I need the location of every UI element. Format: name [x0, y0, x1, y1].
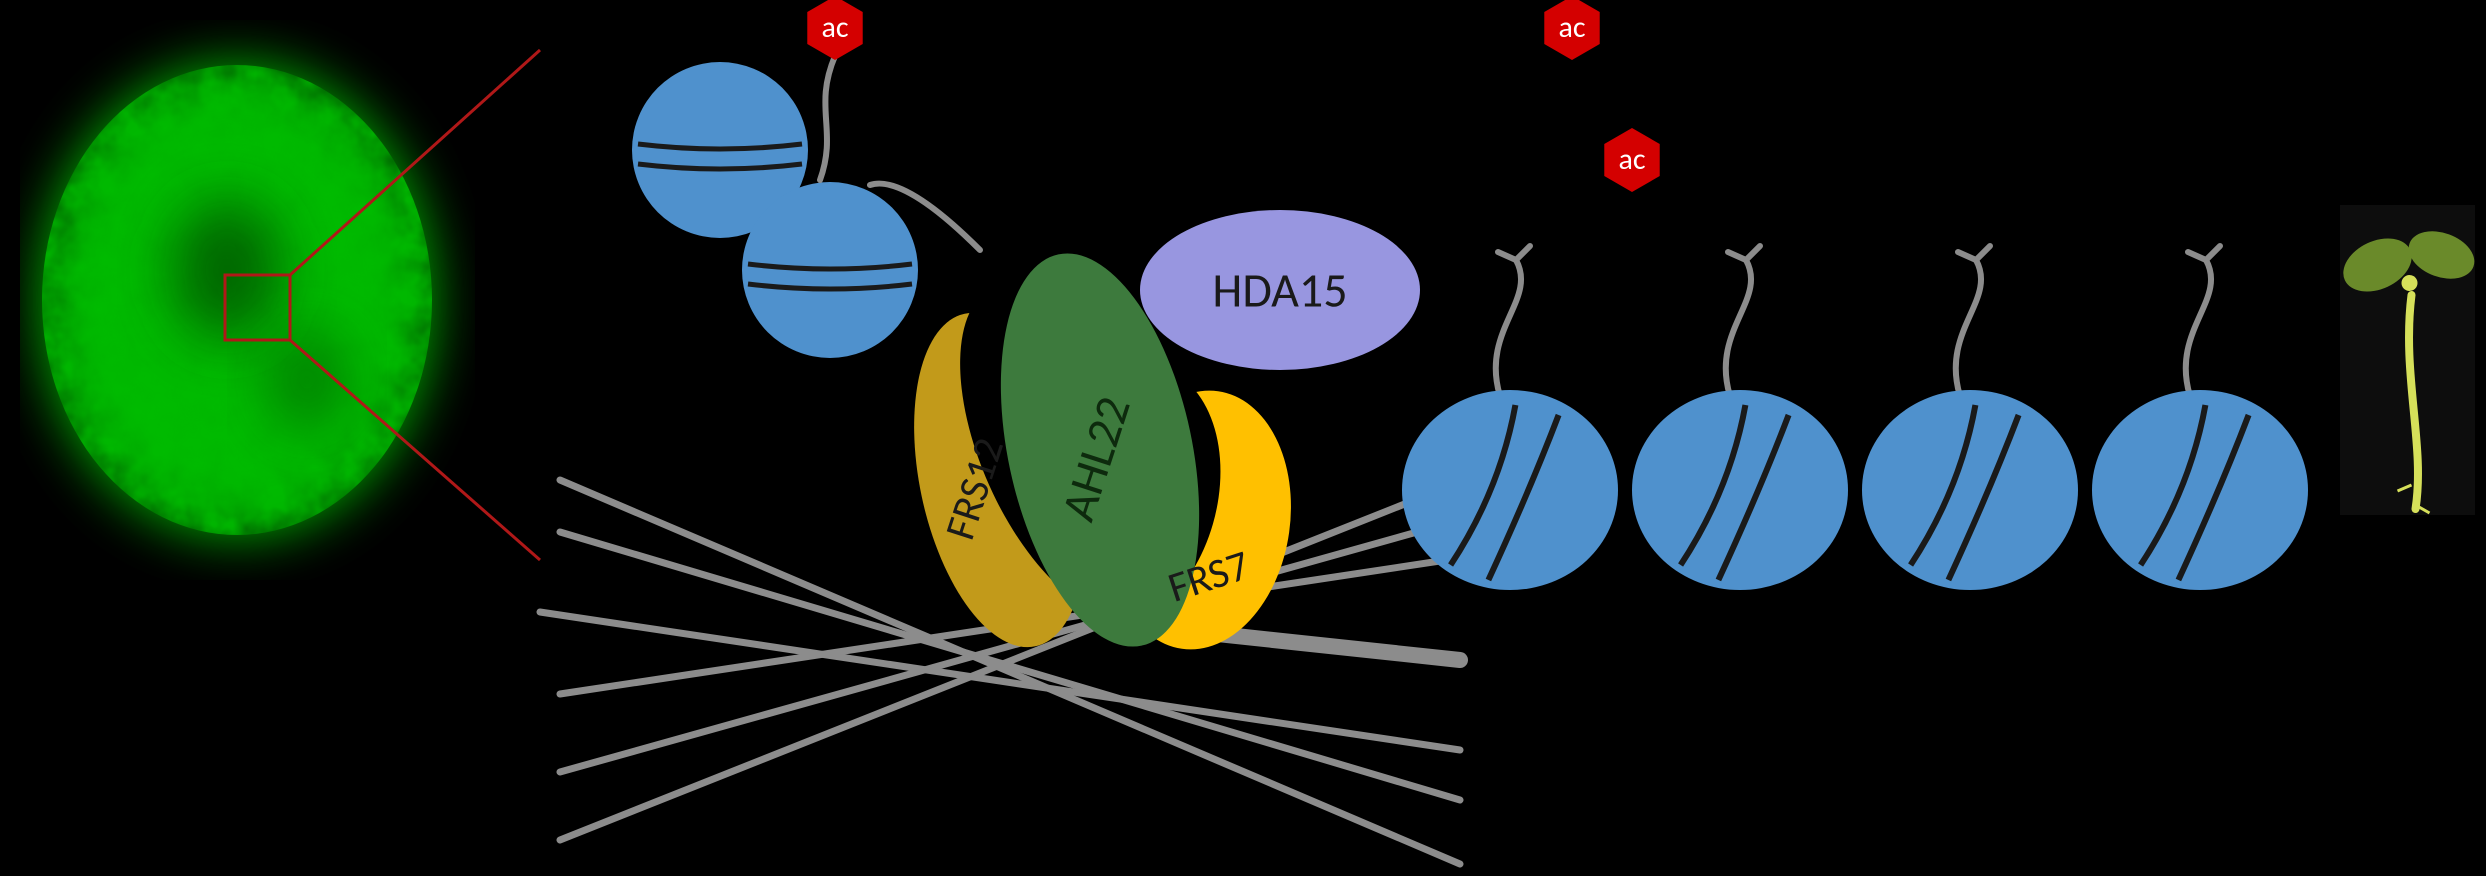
ac-label: ac	[1618, 141, 1645, 178]
nucleus-image	[20, 20, 475, 580]
ac-label: ac	[821, 9, 848, 46]
ac-label: ac	[1558, 9, 1585, 46]
label-hda15: HDA15	[1212, 260, 1347, 319]
seedling-photo	[2335, 205, 2481, 515]
